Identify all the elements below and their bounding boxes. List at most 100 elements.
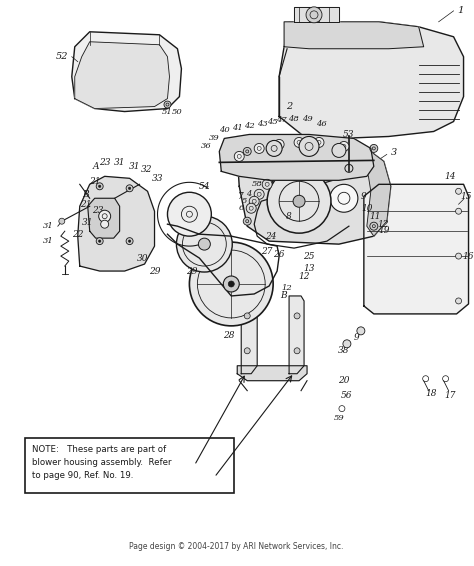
- Polygon shape: [88, 198, 119, 238]
- Circle shape: [456, 188, 462, 194]
- Circle shape: [456, 253, 462, 259]
- Circle shape: [249, 196, 259, 206]
- Polygon shape: [364, 185, 468, 314]
- Circle shape: [314, 138, 324, 147]
- Text: B: B: [82, 190, 89, 199]
- Text: 5: 5: [242, 198, 247, 205]
- Text: 33: 33: [152, 174, 163, 183]
- Circle shape: [266, 140, 282, 156]
- Polygon shape: [72, 32, 182, 112]
- Circle shape: [164, 101, 171, 108]
- Text: 40: 40: [219, 126, 230, 135]
- Text: 9: 9: [354, 333, 360, 342]
- Text: 23: 23: [92, 205, 103, 215]
- Circle shape: [128, 240, 131, 242]
- Circle shape: [176, 216, 232, 272]
- Text: 59: 59: [334, 414, 344, 422]
- Text: 29: 29: [149, 267, 160, 276]
- Text: A: A: [92, 162, 99, 171]
- Polygon shape: [219, 135, 374, 181]
- Circle shape: [370, 222, 378, 230]
- Text: 12: 12: [377, 220, 389, 229]
- Bar: [25, 438, 234, 494]
- Text: 30: 30: [137, 254, 148, 263]
- Text: 24: 24: [265, 231, 277, 241]
- Text: 25: 25: [303, 251, 315, 260]
- Polygon shape: [279, 22, 464, 139]
- Circle shape: [274, 139, 284, 149]
- Text: NOTE:   These parts are part of
blower housing assembly.  Refer
to page 90, Ref.: NOTE: These parts are part of blower hou…: [32, 445, 172, 480]
- Text: 16: 16: [463, 251, 474, 260]
- Circle shape: [244, 348, 250, 354]
- Circle shape: [59, 218, 65, 224]
- Circle shape: [96, 183, 103, 190]
- Text: 32: 32: [141, 165, 152, 174]
- Circle shape: [456, 298, 462, 304]
- Text: 21: 21: [80, 200, 91, 209]
- Circle shape: [370, 144, 378, 152]
- Text: 58: 58: [252, 181, 263, 188]
- Polygon shape: [237, 136, 391, 244]
- Text: 39: 39: [209, 135, 220, 143]
- Text: 42: 42: [244, 122, 255, 131]
- Polygon shape: [241, 296, 257, 374]
- Polygon shape: [75, 42, 170, 109]
- Circle shape: [254, 143, 264, 153]
- Text: 20: 20: [338, 376, 350, 385]
- Text: 22: 22: [72, 230, 83, 239]
- Text: 47: 47: [276, 115, 286, 123]
- Text: 35: 35: [331, 164, 343, 173]
- Text: 31: 31: [82, 218, 93, 227]
- Circle shape: [306, 7, 322, 23]
- Text: 31: 31: [129, 162, 140, 171]
- Circle shape: [299, 136, 319, 156]
- Circle shape: [96, 238, 103, 245]
- Circle shape: [126, 238, 133, 245]
- Circle shape: [99, 210, 110, 222]
- Circle shape: [99, 185, 101, 187]
- Text: 17: 17: [445, 391, 456, 400]
- Text: 9: 9: [361, 192, 367, 201]
- Text: A: A: [228, 291, 235, 301]
- Circle shape: [100, 220, 109, 228]
- Circle shape: [332, 143, 346, 157]
- Text: 38: 38: [319, 164, 331, 173]
- Text: 29: 29: [186, 267, 197, 276]
- Text: 31: 31: [43, 237, 53, 245]
- Circle shape: [339, 142, 349, 152]
- Circle shape: [343, 340, 351, 348]
- Text: 15: 15: [461, 192, 472, 201]
- Text: 2: 2: [286, 102, 292, 111]
- Text: 4: 4: [246, 190, 252, 198]
- Circle shape: [271, 170, 307, 206]
- Circle shape: [294, 138, 304, 147]
- Text: 11: 11: [369, 212, 381, 221]
- Circle shape: [243, 147, 251, 156]
- Circle shape: [262, 179, 272, 189]
- Circle shape: [254, 189, 264, 199]
- Circle shape: [223, 276, 239, 292]
- Polygon shape: [294, 7, 339, 22]
- Circle shape: [99, 240, 101, 242]
- Text: 51: 51: [162, 108, 173, 115]
- Text: B: B: [280, 291, 286, 301]
- Text: 56: 56: [341, 391, 353, 400]
- Text: 43: 43: [257, 121, 267, 128]
- Text: 6: 6: [238, 204, 244, 212]
- Text: Page design © 2004-2017 by ARI Network Services, Inc.: Page design © 2004-2017 by ARI Network S…: [129, 542, 344, 551]
- Text: 31: 31: [114, 158, 126, 167]
- Circle shape: [234, 152, 244, 161]
- Polygon shape: [78, 177, 155, 271]
- Text: 27: 27: [261, 247, 273, 256]
- Circle shape: [330, 185, 358, 212]
- Circle shape: [199, 238, 210, 250]
- Circle shape: [244, 313, 250, 319]
- Text: 23: 23: [99, 158, 110, 167]
- Circle shape: [294, 348, 300, 354]
- Circle shape: [456, 208, 462, 214]
- Circle shape: [128, 187, 131, 190]
- Polygon shape: [237, 366, 307, 381]
- Text: 7: 7: [238, 192, 244, 201]
- Polygon shape: [284, 22, 424, 49]
- Circle shape: [167, 192, 211, 236]
